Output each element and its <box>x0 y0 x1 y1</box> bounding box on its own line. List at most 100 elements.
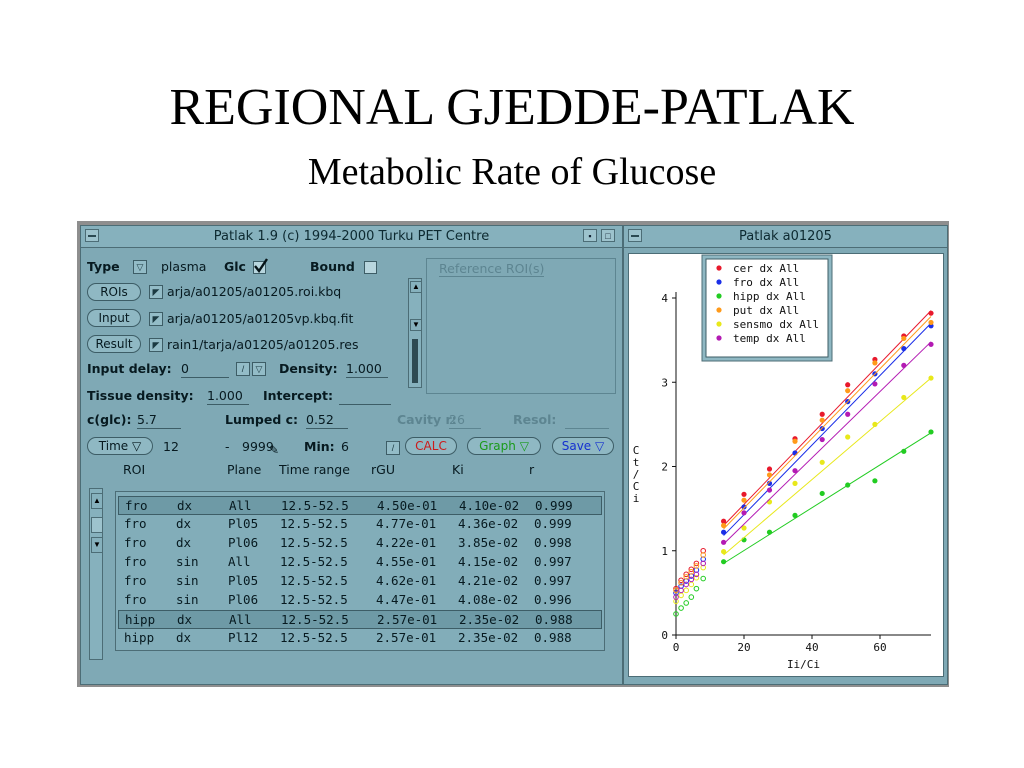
early-point <box>683 587 690 594</box>
table-row[interactable]: hipp dx Pl12 12.5-52.5 2.57e-01 2.35e-02 0.988 <box>118 629 602 648</box>
cell-r: 0.996 <box>534 592 572 607</box>
scroll-down-icon[interactable]: ▼ <box>410 319 422 331</box>
calc-button[interactable]: CALC <box>405 437 457 455</box>
early-point <box>683 600 690 606</box>
time-end-value[interactable]: 9999 <box>242 439 274 454</box>
scroll-thumb[interactable] <box>412 339 418 383</box>
density-field[interactable]: 1.000 <box>346 360 388 378</box>
cell-r: 0.997 <box>534 554 572 569</box>
legend-box <box>705 258 829 358</box>
time-button[interactable]: Time ▽ <box>87 437 153 455</box>
cell-rgu: 4.22e-01 <box>376 535 437 550</box>
x-tick-label: 0 <box>673 641 680 654</box>
col-header-roi: ROI <box>123 462 146 477</box>
cell-rgu: 2.57e-01 <box>376 630 437 645</box>
early-point <box>688 581 695 588</box>
data-point <box>845 388 851 394</box>
early-point <box>678 579 684 586</box>
data-point <box>872 421 878 427</box>
bound-checkbox[interactable] <box>364 261 377 274</box>
cavity-field[interactable]: 26 <box>449 411 481 429</box>
intercept-field[interactable] <box>339 387 391 405</box>
cell-roi: hipp <box>125 612 156 627</box>
patlak-main-window: Patlak 1.9 (c) 1994-2000 Turku PET Centr… <box>80 225 623 685</box>
cell-side: sin <box>176 573 199 588</box>
delay-increase-icon[interactable]: ▽ <box>252 362 266 376</box>
cell-plane: All <box>228 554 251 569</box>
min-value[interactable]: 6 <box>341 439 349 454</box>
minimize-icon[interactable]: ▪ <box>583 229 597 242</box>
tissue-density-label: Tissue density: <box>87 388 194 403</box>
early-point <box>678 577 684 584</box>
table-row[interactable]: hipp dx All 12.5-52.5 2.57e-01 2.35e-02 0.988 <box>118 610 602 629</box>
col-header-ki: Ki <box>452 462 464 477</box>
result-path[interactable]: rain1/tarja/a01205/a01205.res <box>167 337 359 352</box>
data-point <box>872 381 878 387</box>
list-scroll-thumb[interactable] <box>91 517 103 533</box>
input-path[interactable]: arja/a01205/a01205vp.kbq.fit <box>167 311 354 326</box>
reference-roi-panel[interactable]: Reference ROI(s) <box>426 258 616 394</box>
type-dropdown-icon[interactable]: ▽ <box>133 260 147 274</box>
result-list-scrollbar[interactable]: ▲ ▼ <box>89 488 103 660</box>
input-button[interactable]: Input <box>87 309 141 327</box>
data-point <box>845 434 851 440</box>
time-separator: - <box>225 439 230 454</box>
input-path-icon[interactable]: ◤ <box>149 312 163 326</box>
legend-marker <box>716 307 722 313</box>
rois-path[interactable]: arja/a01205/a01205.roi.kbq <box>167 284 342 299</box>
delay-decrease-icon[interactable]: / <box>236 362 250 376</box>
table-row[interactable]: fro dx Pl05 12.5-52.5 4.77e-01 4.36e-02 0.999 <box>118 515 602 534</box>
data-point <box>721 518 727 524</box>
early-point <box>678 605 684 611</box>
list-scroll-up-icon[interactable]: ▲ <box>91 493 103 509</box>
maximize-icon[interactable]: □ <box>601 229 615 242</box>
table-row[interactable]: fro sin All 12.5-52.5 4.55e-01 4.15e-02 0.997 <box>118 553 602 572</box>
rois-button[interactable]: ROIs <box>87 283 141 301</box>
data-point <box>721 529 727 535</box>
slide-title: REGIONAL GJEDDE-PATLAK <box>169 79 855 136</box>
rois-path-icon[interactable]: ◤ <box>149 285 163 299</box>
data-point <box>766 480 773 486</box>
resol-field[interactable] <box>565 411 609 429</box>
data-point <box>901 345 907 352</box>
plot-window-titlebar[interactable]: Patlak a01205 <box>624 226 947 248</box>
legend-entry: temp dx All <box>733 332 806 345</box>
result-path-icon[interactable]: ◤ <box>149 338 163 352</box>
glc-checkbox[interactable] <box>253 258 268 274</box>
result-list[interactable]: fro dx All 12.5-52.5 4.50e-01 4.10e-02 0.999 fr… <box>115 491 605 651</box>
cell-roi: fro <box>124 592 147 607</box>
data-point <box>721 559 727 565</box>
fit-line <box>723 377 932 556</box>
table-row[interactable]: fro dx All 12.5-52.5 4.50e-01 4.10e-02 0.999 <box>118 496 602 515</box>
input-delay-field[interactable]: 0 <box>181 360 229 378</box>
time-start-value[interactable]: 12 <box>163 439 179 454</box>
table-row[interactable]: fro sin Pl05 12.5-52.5 4.62e-01 4.21e-02 0.997 <box>118 572 602 591</box>
min-decrease-icon[interactable]: / <box>386 441 400 455</box>
cglc-field[interactable]: 5.7 <box>137 411 181 429</box>
slide-subtitle: Metabolic Rate of Glucose <box>307 151 717 193</box>
data-point <box>792 512 798 518</box>
data-point <box>741 510 747 516</box>
legend-entry: hipp dx All <box>733 290 806 303</box>
plot-window-menu-icon[interactable] <box>628 229 642 242</box>
main-window-titlebar[interactable]: Patlak 1.9 (c) 1994-2000 Turku PET Centr… <box>81 226 622 248</box>
data-point <box>901 335 907 342</box>
file-panel-scrollbar[interactable]: ▲ ▼ <box>408 278 422 388</box>
list-scroll-down-icon[interactable]: ▼ <box>91 537 103 553</box>
lumped-field[interactable]: 0.52 <box>306 411 348 429</box>
result-button[interactable]: Result <box>87 335 141 353</box>
scroll-up-icon[interactable]: ▲ <box>410 281 422 293</box>
window-menu-icon[interactable] <box>85 229 99 242</box>
cell-time-range: 12.5-52.5 <box>280 516 348 531</box>
table-row[interactable]: fro dx Pl06 12.5-52.5 4.22e-01 3.85e-02 0.998 <box>118 534 602 553</box>
fit-line <box>723 322 932 536</box>
input-delay-label: Input delay: <box>87 361 172 376</box>
data-point <box>928 375 934 381</box>
save-button[interactable]: Save ▽ <box>552 437 614 455</box>
graph-button[interactable]: Graph ▽ <box>467 437 541 455</box>
tissue-density-field[interactable]: 1.000 <box>207 387 249 405</box>
table-row[interactable]: fro sin Pl06 12.5-52.5 4.47e-01 4.08e-02 0.996 <box>118 591 602 610</box>
y-tick-label: 0 <box>661 629 668 642</box>
cell-roi: fro <box>124 516 147 531</box>
x-tick-label: 60 <box>873 641 886 654</box>
